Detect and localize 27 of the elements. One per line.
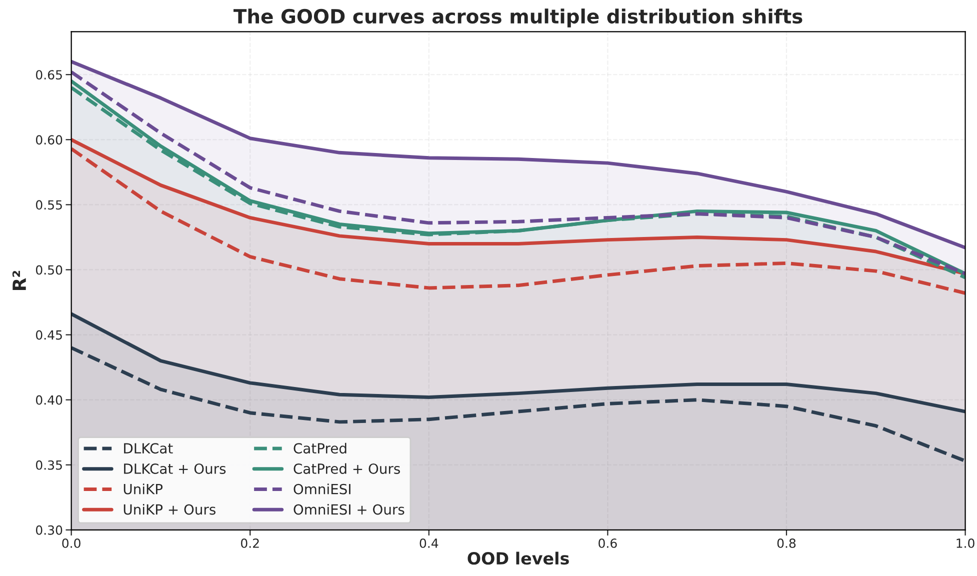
- y-tick-label: 0.55: [36, 200, 62, 210]
- y-tick-label: 0.60: [36, 135, 62, 145]
- x-axis-title: OOD levels: [468, 552, 569, 565]
- y-tick-label: 0.45: [36, 330, 62, 340]
- legend-label: OmniESI: [294, 484, 350, 494]
- chart-title: The GOOD curves across multiple distribution shifts: [234, 8, 802, 28]
- legend-label: UniKP: [124, 484, 163, 494]
- legend-label: OmniESI + Ours: [294, 504, 404, 515]
- y-tick-label: 0.35: [36, 460, 62, 470]
- legend-label: CatPred + Ours: [294, 463, 400, 474]
- x-tick-label: 0.0: [62, 538, 80, 548]
- x-tick-label: 1.0: [956, 538, 974, 548]
- legend-label: DLKCat + Ours: [124, 463, 226, 474]
- x-tick-label: 0.2: [240, 538, 259, 548]
- y-tick-label: 0.40: [36, 395, 62, 405]
- line-series: [71, 346, 966, 463]
- x-tick-label: 0.4: [420, 538, 438, 548]
- y-tick-label: 0.50: [36, 265, 62, 275]
- y-tick-label: 0.65: [36, 70, 62, 80]
- legend-label: CatPred: [294, 442, 346, 454]
- line-series: [71, 147, 966, 295]
- x-tick-label: 0.8: [777, 538, 796, 548]
- legend-label: DLKCat: [124, 443, 173, 454]
- y-tick-label: 0.30: [36, 525, 62, 535]
- legend-label: UniKP + Ours: [124, 504, 216, 515]
- x-tick-label: 0.6: [598, 538, 617, 548]
- y-axis-title: R²: [12, 270, 26, 290]
